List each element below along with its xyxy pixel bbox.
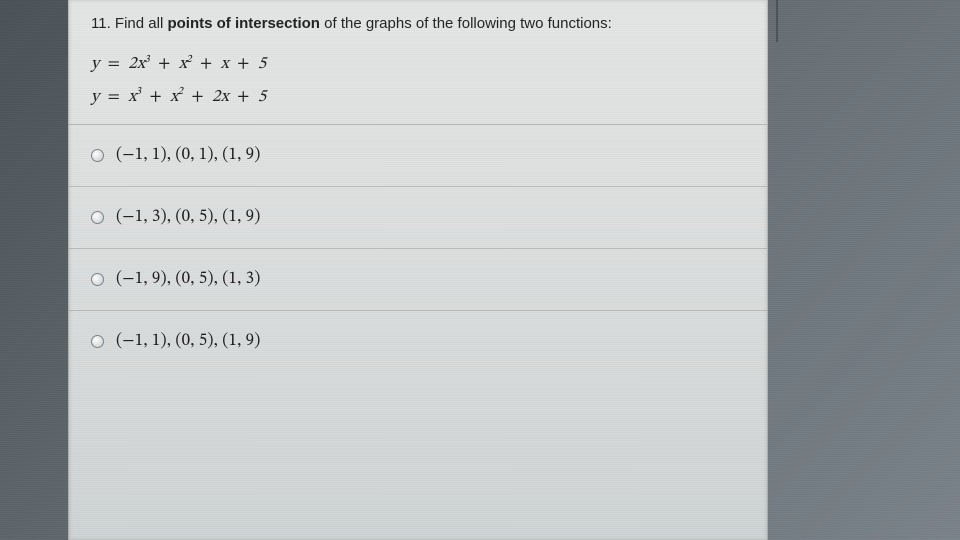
question-bold: points of intersection: [167, 15, 320, 32]
radio-icon[interactable]: [91, 273, 104, 286]
option-label: (−1, 1), (0, 1), (1, 9): [116, 145, 261, 166]
question-sheet: 11. Find all points of intersection of t…: [68, 0, 768, 540]
question-prefix: Find all: [115, 15, 168, 32]
question-number: 11.: [91, 15, 111, 32]
question-block: 11. Find all points of intersection of t…: [69, 0, 767, 125]
option-label: (−1, 3), (0, 5), (1, 9): [116, 207, 261, 228]
option-row[interactable]: (−1, 1), (0, 5), (1, 9): [69, 311, 767, 372]
radio-icon[interactable]: [91, 335, 104, 348]
options-list: (−1, 1), (0, 1), (1, 9) (−1, 3), (0, 5),…: [69, 125, 767, 372]
equation-1: y = 2x3 + x2 + x + 5: [91, 49, 745, 81]
option-row[interactable]: (−1, 1), (0, 1), (1, 9): [69, 125, 767, 187]
question-suffix: of the graphs of the following two funct…: [320, 15, 612, 32]
option-label: (−1, 1), (0, 5), (1, 9): [116, 331, 261, 352]
equations: y = 2x3 + x2 + x + 5 y = x3 + x2 + 2x + …: [91, 49, 745, 114]
option-label: (−1, 9), (0, 5), (1, 3): [116, 269, 261, 290]
equation-2: y = x3 + x2 + 2x + 5: [91, 82, 745, 114]
top-divider-stub: [776, 0, 778, 42]
option-row[interactable]: (−1, 3), (0, 5), (1, 9): [69, 187, 767, 249]
option-row[interactable]: (−1, 9), (0, 5), (1, 3): [69, 249, 767, 311]
radio-icon[interactable]: [91, 149, 104, 162]
radio-icon[interactable]: [91, 211, 104, 224]
question-text: 11. Find all points of intersection of t…: [91, 12, 745, 35]
